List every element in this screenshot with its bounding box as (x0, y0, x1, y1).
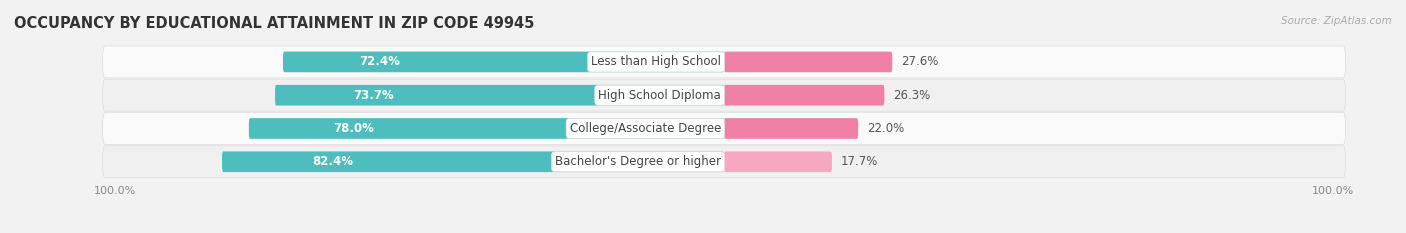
FancyBboxPatch shape (724, 151, 832, 172)
Text: 17.7%: 17.7% (841, 155, 879, 168)
FancyBboxPatch shape (103, 146, 1346, 178)
Text: 73.7%: 73.7% (353, 89, 394, 102)
FancyBboxPatch shape (103, 113, 1346, 144)
FancyBboxPatch shape (724, 118, 858, 139)
FancyBboxPatch shape (103, 46, 1346, 78)
FancyBboxPatch shape (249, 118, 724, 139)
FancyBboxPatch shape (276, 85, 724, 106)
Text: OCCUPANCY BY EDUCATIONAL ATTAINMENT IN ZIP CODE 49945: OCCUPANCY BY EDUCATIONAL ATTAINMENT IN Z… (14, 16, 534, 31)
FancyBboxPatch shape (724, 51, 893, 72)
FancyBboxPatch shape (724, 85, 884, 106)
Text: Source: ZipAtlas.com: Source: ZipAtlas.com (1281, 16, 1392, 26)
Text: 26.3%: 26.3% (893, 89, 931, 102)
Text: Bachelor's Degree or higher: Bachelor's Degree or higher (555, 155, 721, 168)
Text: 78.0%: 78.0% (333, 122, 374, 135)
Text: College/Associate Degree: College/Associate Degree (569, 122, 721, 135)
Text: High School Diploma: High School Diploma (599, 89, 721, 102)
Text: 22.0%: 22.0% (868, 122, 904, 135)
Text: 72.4%: 72.4% (360, 55, 401, 69)
FancyBboxPatch shape (103, 79, 1346, 111)
FancyBboxPatch shape (283, 51, 724, 72)
Text: 82.4%: 82.4% (312, 155, 353, 168)
FancyBboxPatch shape (222, 151, 724, 172)
Text: Less than High School: Less than High School (591, 55, 721, 69)
Text: 27.6%: 27.6% (901, 55, 939, 69)
